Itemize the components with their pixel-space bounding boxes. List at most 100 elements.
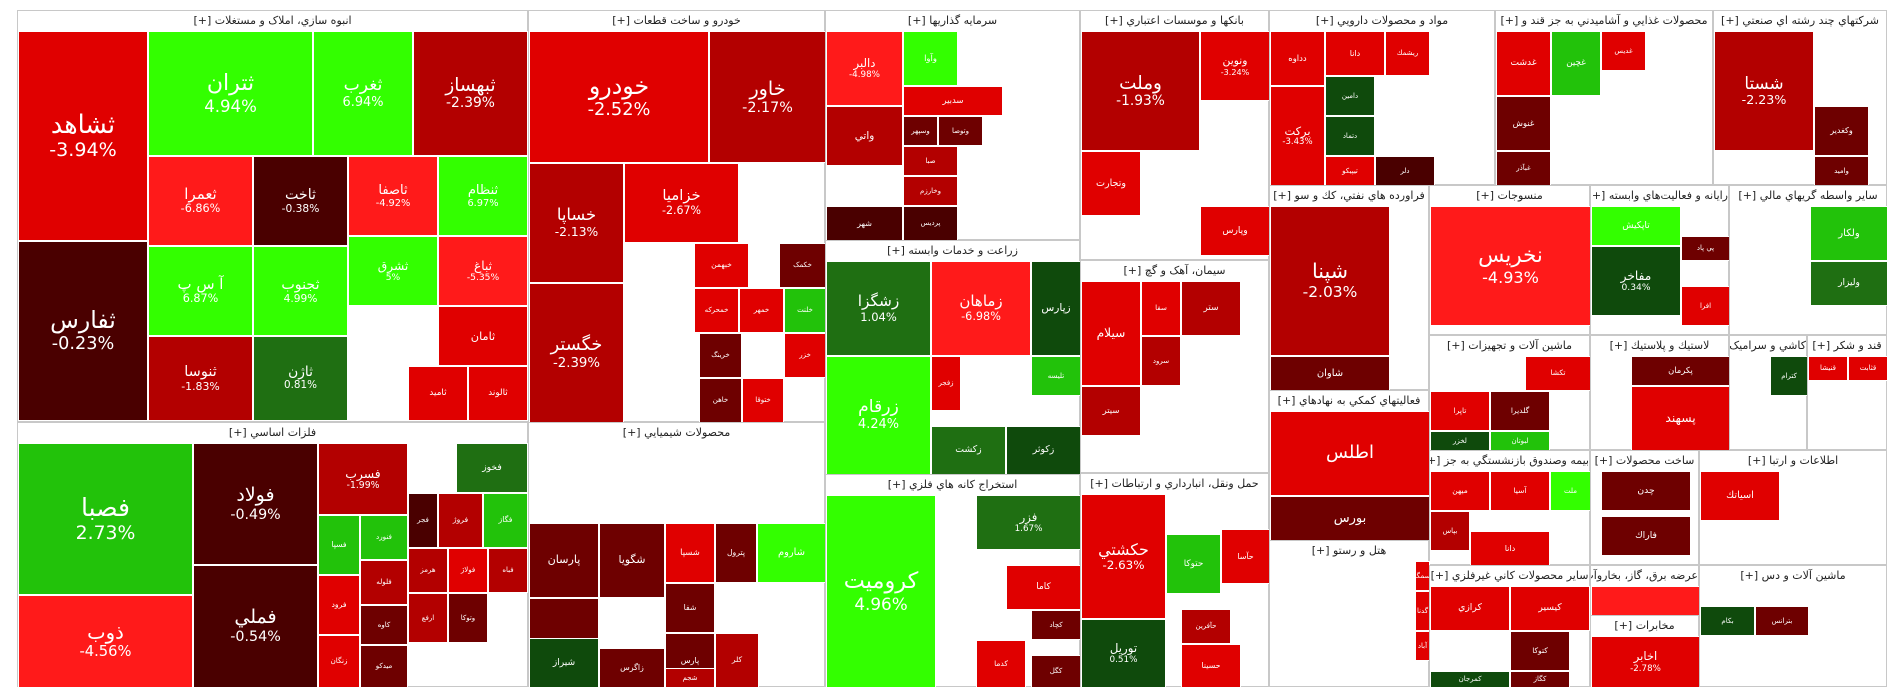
sector-title[interactable]: استخراج کانه هاي فلزي [+] — [826, 475, 1079, 495]
sector-title[interactable]: قند و شکر [+] — [1808, 336, 1886, 356]
stock-tile[interactable]: وآوا — [903, 31, 958, 86]
sector-panel[interactable]: زراعت و خدمات وابسته [+] زشگزا 1.04% زماهان… — [825, 240, 1081, 475]
sector-title[interactable]: سيمان، آهک و گچ [+] — [1081, 261, 1268, 281]
stock-tile[interactable]: شسپا — [665, 523, 715, 583]
stock-tile[interactable]: وتجارت — [1081, 151, 1141, 216]
stock-tile[interactable]: ونوین -3.24% — [1200, 31, 1270, 101]
stock-tile[interactable]: غبآذر — [1496, 151, 1551, 186]
stock-tile[interactable]: زماهان -6.98% — [931, 261, 1031, 356]
sector-title[interactable]: شرکتهاي چند رشته اي صنعتي [+] — [1714, 11, 1886, 31]
sector-panel[interactable]: محصولات شيميايي [+] پارسان شگویا شسپا پترول ش… — [528, 422, 826, 688]
sector-panel[interactable]: فراورده هاي نفتي، کك و سو [+] شپنا -2.03% ش… — [1269, 185, 1429, 391]
stock-tile[interactable]: اخابر -2.78% — [1591, 636, 1700, 688]
stock-tile[interactable]: شستا -2.23% — [1714, 31, 1814, 151]
stock-tile[interactable]: سرود — [1141, 336, 1181, 386]
stock-tile[interactable]: پکرمان — [1631, 356, 1730, 386]
stock-tile[interactable]: حتوکا — [1166, 534, 1221, 594]
stock-tile[interactable]: ختوقا — [742, 378, 784, 423]
stock-tile[interactable]: کمرجان — [1430, 671, 1510, 688]
stock-tile[interactable]: بترانس — [1755, 606, 1809, 636]
stock-tile[interactable]: فرود — [318, 575, 360, 635]
stock-tile[interactable]: خرینگ — [699, 333, 742, 378]
stock-tile[interactable]: خمهر — [739, 288, 784, 333]
stock-tile[interactable]: سدبير — [903, 86, 1003, 116]
stock-tile[interactable]: شفا — [665, 583, 715, 633]
sector-panel[interactable]: انبوه سازي، املاک و مستغلات [+] ثشاهد -3.9… — [17, 10, 528, 422]
stock-tile[interactable]: دالبر -4.98% — [826, 31, 903, 106]
stock-tile[interactable]: خمحرکه — [694, 288, 739, 333]
stock-tile[interactable]: خاور -2.17% — [709, 31, 826, 163]
stock-tile[interactable]: ستر — [1181, 281, 1241, 336]
stock-tile[interactable]: فاراك — [1601, 516, 1691, 556]
stock-tile[interactable]: وسپهر — [903, 116, 938, 146]
stock-tile[interactable]: خاهن — [699, 378, 742, 423]
stock-tile[interactable]: زشگزا 1.04% — [826, 261, 931, 356]
stock-tile[interactable]: ملت — [1550, 471, 1591, 511]
sector-panel[interactable]: حمل ونقل، انبارداري و ارتباطات [+] حکشتي -… — [1080, 473, 1270, 688]
stock-tile[interactable]: وتوصا — [938, 116, 983, 146]
stock-tile[interactable]: فلوله — [360, 560, 408, 605]
sector-panel[interactable]: لاستيك و پلاستيك [+] پکرمان پسهند — [1590, 335, 1730, 451]
sector-title[interactable]: فلزات اساسي [+] — [18, 423, 527, 443]
stock-tile[interactable]: سفا — [1141, 281, 1181, 336]
stock-tile[interactable]: زکوثر — [1006, 426, 1081, 475]
sector-title[interactable]: فراورده هاي نفتي، کك و سو [+] — [1270, 186, 1428, 206]
sector-panel[interactable]: خودرو و ساخت قطعات [+] خودرو -2.52% خاور -2.… — [528, 10, 826, 423]
sector-title[interactable]: زراعت و خدمات وابسته [+] — [826, 241, 1079, 261]
sector-title[interactable]: خودرو و ساخت قطعات [+] — [529, 11, 824, 31]
stock-tile[interactable]: هرمز — [408, 548, 448, 593]
sector-panel[interactable]: قند و شکر [+] قثابت قنيشا — [1807, 335, 1888, 450]
stock-tile[interactable]: ثتران 4.94% — [148, 31, 313, 156]
stock-tile[interactable]: وکغدير — [1814, 106, 1869, 156]
sector-panel[interactable]: ساخت محصولات [+] چدن فاراك — [1590, 450, 1699, 565]
sector-title[interactable]: لاستيك و پلاستيك [+] — [1591, 336, 1728, 356]
stock-tile[interactable]: دداوه — [1270, 31, 1325, 86]
sector-panel[interactable]: هتل و رستو [+] سمگا گدنا آباد — [1269, 540, 1430, 687]
sector-title[interactable]: منسوجات [+] — [1430, 186, 1589, 206]
stock-tile[interactable]: میدکو — [360, 645, 408, 688]
stock-tile[interactable]: شاروم — [757, 523, 826, 583]
stock-tile[interactable]: ثامان — [438, 306, 528, 366]
stock-tile[interactable]: غنوش — [1496, 96, 1551, 151]
stock-tile[interactable]: ثشاهد -3.94% — [18, 31, 148, 241]
stock-tile[interactable]: کچاد — [1031, 610, 1081, 640]
sector-title[interactable]: ساخت محصولات [+] — [1591, 451, 1698, 471]
stock-tile[interactable]: زفجر — [931, 356, 961, 411]
stock-tile[interactable]: خبهمن — [694, 243, 749, 288]
sector-title[interactable]: انبوه سازي، املاک و مستغلات [+] — [18, 11, 527, 31]
stock-tile[interactable]: کرازي — [1430, 586, 1510, 631]
stock-tile[interactable]: فزر 1.67% — [976, 495, 1081, 550]
stock-tile[interactable]: خزامیا -2.67% — [624, 163, 739, 243]
stock-tile[interactable]: وليزار — [1810, 261, 1888, 306]
stock-tile[interactable]: کگاز — [1510, 671, 1570, 688]
sector-panel[interactable]: ساير واسطه گريهاي مالي [+] ولکار وليزار — [1729, 185, 1888, 335]
stock-tile[interactable]: کروميت 4.96% — [826, 495, 936, 688]
sector-title[interactable]: ماشين آلات و دس [+] — [1700, 566, 1886, 586]
sector-panel[interactable]: ساير محصولات کاني غيرفلزي [+] کرازي کيسير ک… — [1429, 565, 1590, 688]
stock-tile[interactable]: چدن — [1601, 471, 1691, 511]
stock-tile[interactable]: شگویا — [599, 523, 665, 598]
stock-tile[interactable]: شپنا -2.03% — [1270, 206, 1390, 356]
sector-panel[interactable]: بيمه وصندوق بازنشستگي به جز [+] ملت آسيا بپ… — [1429, 450, 1591, 566]
stock-tile[interactable]: پارسان — [529, 523, 599, 598]
sector-panel[interactable]: مواد و محصولات دارويي [+] دداوه دانا ریشمك د… — [1269, 10, 1495, 186]
stock-tile[interactable]: ثفارس -0.23% — [18, 241, 148, 421]
sector-title[interactable]: سرمايه گذاريها [+] — [826, 11, 1079, 31]
sector-panel[interactable]: استخراج کانه هاي فلزي [+] کروميت 4.96% فزر 1… — [825, 474, 1081, 688]
stock-tile[interactable]: شاوان — [1270, 356, 1390, 391]
stock-tile[interactable]: ثجنوب 4.99% — [253, 246, 348, 336]
sector-panel[interactable]: رايانه و فعاليت‌هاي وابسته [+] تاپکيش مفاخ… — [1590, 185, 1730, 335]
sector-title[interactable]: ساير واسطه گريهاي مالي [+] — [1730, 186, 1886, 206]
stock-tile[interactable]: ميهن — [1430, 471, 1490, 511]
stock-tile[interactable]: حآفرين — [1181, 609, 1231, 644]
sector-title[interactable]: فعاليتهاي کمکي به نهادهاي [+] — [1270, 391, 1428, 411]
sector-title[interactable]: کاشي و سراميک [+] — [1730, 336, 1806, 356]
sector-title[interactable]: محصولات شيميايي [+] — [529, 423, 824, 443]
stock-tile[interactable]: کيسير — [1510, 586, 1590, 631]
stock-tile[interactable]: مفاخر 0.34% — [1591, 246, 1681, 316]
stock-tile[interactable]: دامين — [1325, 76, 1375, 116]
stock-tile[interactable]: لخزر — [1430, 431, 1490, 451]
stock-tile[interactable]: غدشت — [1496, 31, 1551, 96]
stock-tile[interactable]: خکمک — [779, 243, 826, 288]
stock-tile[interactable]: ثنظام 6.97% — [438, 156, 528, 236]
